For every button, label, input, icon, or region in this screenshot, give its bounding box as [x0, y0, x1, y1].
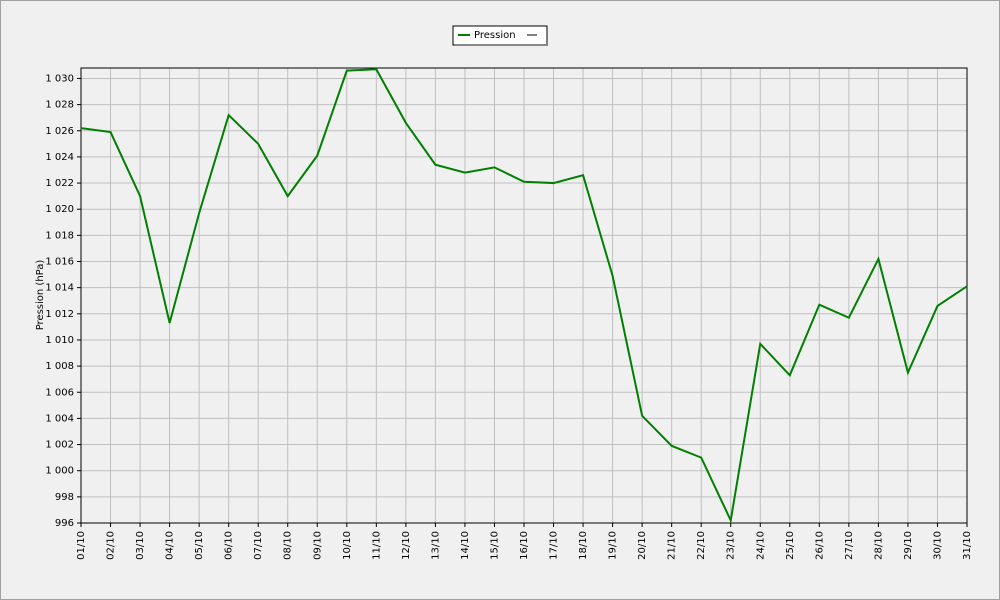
x-tick-label: 24/10 [755, 531, 766, 560]
legend-label: Pression [474, 30, 516, 41]
x-tick-label: 05/10 [194, 531, 205, 560]
y-tick-label: 1 030 [45, 73, 74, 84]
x-tick-label: 16/10 [519, 531, 530, 560]
x-tick-label: 21/10 [667, 531, 678, 560]
x-tick-label: 01/10 [76, 531, 87, 560]
plot-border [80, 67, 968, 524]
x-tick-label: 03/10 [135, 531, 146, 560]
x-tick-label: 02/10 [106, 531, 117, 560]
x-tick-label: 31/10 [962, 531, 973, 560]
x-tick-label: 12/10 [401, 531, 412, 560]
x-tick-label: 28/10 [873, 531, 884, 560]
x-tick-label: 06/10 [224, 531, 235, 560]
legend-shadow [455, 44, 548, 46]
x-tick-label: 26/10 [814, 531, 825, 560]
y-tick-label: 1 028 [45, 100, 74, 111]
y-tick-label: 1 024 [45, 152, 74, 163]
y-tick-label: 1 010 [45, 335, 74, 346]
x-tick-label: 18/10 [578, 531, 589, 560]
y-tick-label: 1 020 [45, 204, 74, 215]
y-tick-label: 998 [55, 492, 74, 503]
y-tick-label: 1 006 [45, 387, 74, 398]
x-tick-label: 07/10 [253, 531, 264, 560]
y-tick-label: 1 018 [45, 230, 74, 241]
x-tick-label: 29/10 [903, 531, 914, 560]
x-tick-label: 15/10 [489, 531, 500, 560]
x-tick-label: 23/10 [726, 531, 737, 560]
y-tick-label: 996 [55, 518, 74, 529]
y-tick-label: 1 012 [45, 309, 74, 320]
y-tick-label: 1 014 [45, 283, 74, 294]
x-tick-label: 27/10 [844, 531, 855, 560]
x-tick-label: 20/10 [637, 531, 648, 560]
y-tick-label: 1 002 [45, 440, 74, 451]
x-tick-label: 19/10 [608, 531, 619, 560]
x-tick-label: 08/10 [283, 531, 294, 560]
data-line [80, 68, 968, 524]
y-tick-label: 1 016 [45, 257, 74, 268]
x-tick-label: 11/10 [371, 531, 382, 560]
y-tick-label: 1 004 [45, 413, 74, 424]
y-tick-label: 1 008 [45, 361, 74, 372]
x-tick-label: 22/10 [696, 531, 707, 560]
x-tick-label: 10/10 [342, 531, 353, 560]
x-tick-label: 25/10 [785, 531, 796, 560]
y-tick-label: 1 000 [45, 466, 74, 477]
x-tick-label: 13/10 [430, 531, 441, 560]
x-tick-label: 17/10 [549, 531, 560, 560]
y-tick-label: 1 026 [45, 126, 74, 137]
x-tick-label: 09/10 [312, 531, 323, 560]
x-tick-label: 04/10 [165, 531, 176, 560]
x-tick-label: 14/10 [460, 531, 471, 560]
y-tick-label: 1 022 [45, 178, 74, 189]
y-axis-label: Pression (hPa) [35, 260, 46, 331]
x-tick-label: 30/10 [932, 531, 943, 560]
